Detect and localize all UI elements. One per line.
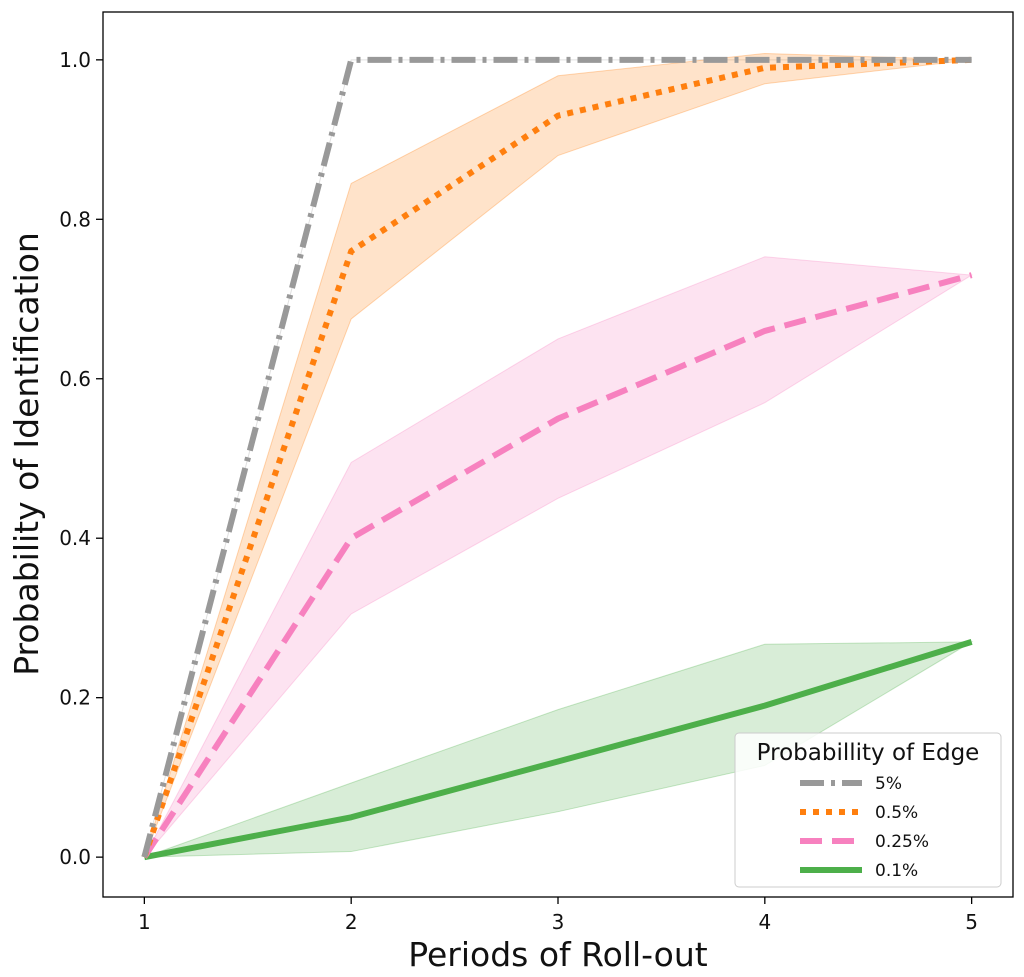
series-2-line bbox=[141, 56, 972, 859]
legend-entries: 5% 0.5% 0.25% 0.1% bbox=[800, 774, 929, 881]
x-tick-label: 4 bbox=[758, 910, 771, 934]
legend-box bbox=[734, 732, 1002, 888]
y-tick-label: 0.0 bbox=[59, 845, 91, 869]
y-tick-label: 0.8 bbox=[59, 207, 91, 231]
y-tick-label: 0.2 bbox=[59, 686, 91, 710]
x-tick-label: 1 bbox=[138, 910, 151, 934]
x-tick-label: 5 bbox=[965, 910, 978, 934]
legend: Probabillity of Edge 5% 0.5% 0.25% 0.1% bbox=[734, 732, 1002, 888]
series-2-legend-label: 0.5% bbox=[875, 803, 918, 823]
series-lines bbox=[141, 56, 973, 861]
series-3-line bbox=[141, 272, 973, 859]
series-1-line bbox=[141, 56, 972, 858]
x-axis-label: Periods of Roll-out bbox=[408, 935, 707, 974]
x-axis-ticks: 1 2 3 4 5 bbox=[138, 897, 978, 934]
series-4-legend-label: 0.1% bbox=[875, 861, 918, 881]
y-tick-label: 1.0 bbox=[59, 48, 91, 72]
y-tick-label: 0.6 bbox=[59, 367, 91, 391]
y-tick-label: 0.4 bbox=[59, 526, 91, 550]
x-tick-label: 2 bbox=[345, 910, 358, 934]
series-1-legend-label: 5% bbox=[875, 774, 902, 794]
y-axis-ticks: 0.0 0.2 0.4 0.6 0.8 1.0 bbox=[59, 48, 103, 869]
legend-title: Probabillity of Edge bbox=[757, 740, 980, 766]
x-tick-label: 3 bbox=[552, 910, 565, 934]
series-3-legend-label: 0.25% bbox=[875, 832, 929, 852]
series-4-line bbox=[143, 638, 973, 861]
y-axis-label: Probability of Identification bbox=[7, 232, 46, 676]
